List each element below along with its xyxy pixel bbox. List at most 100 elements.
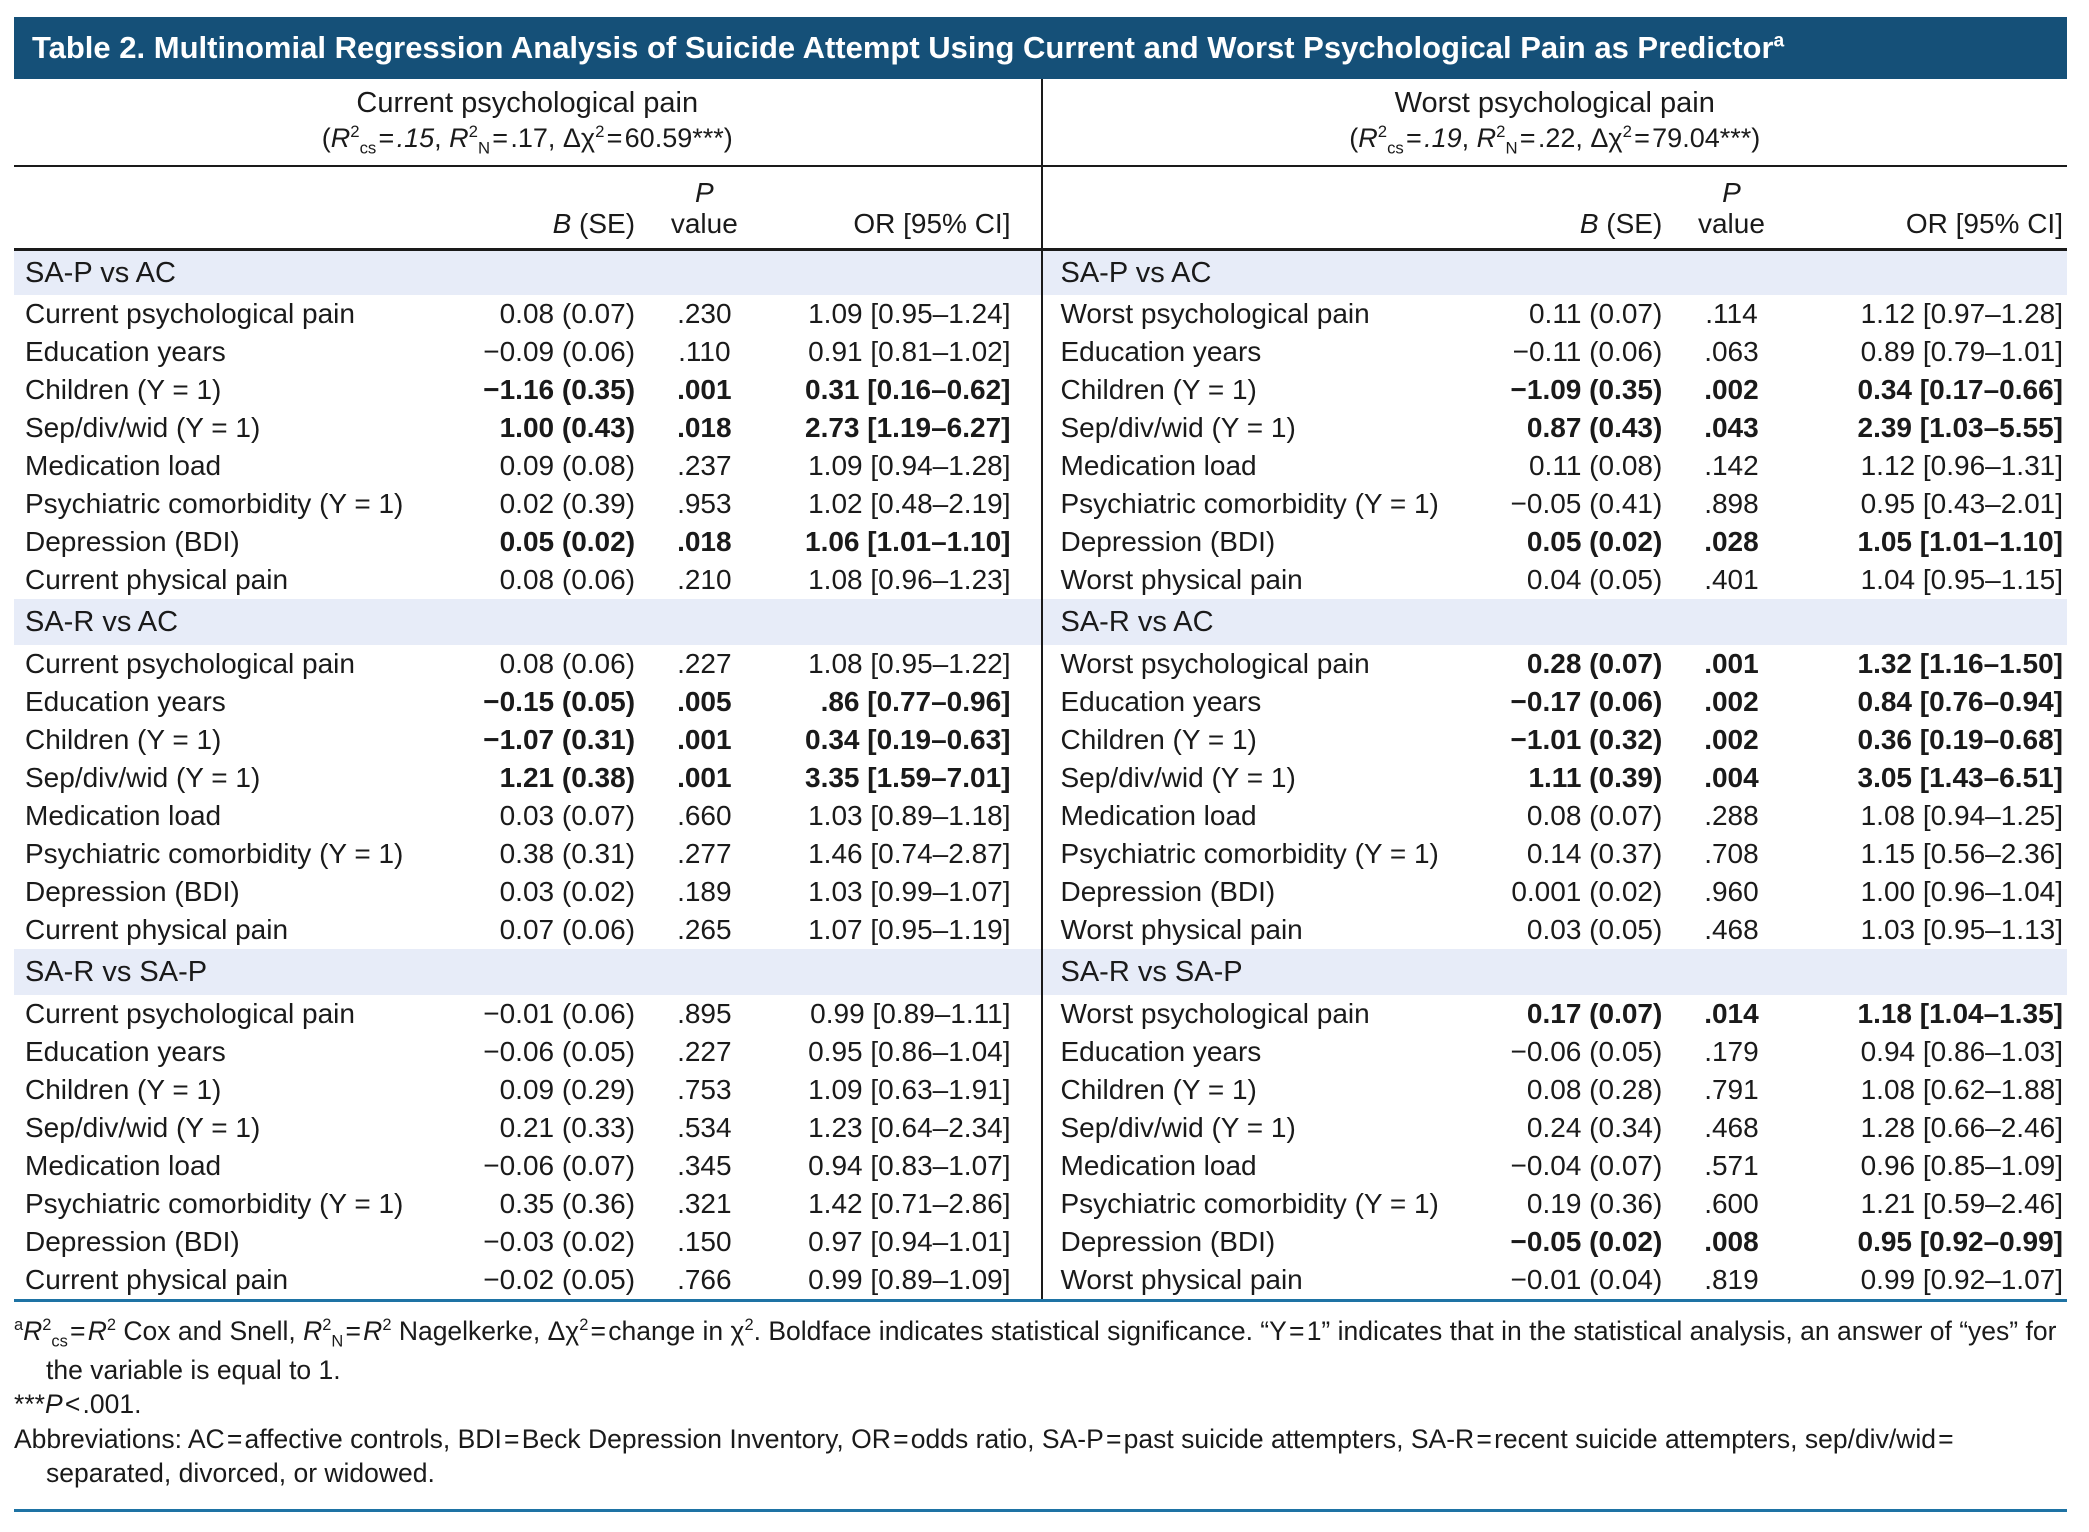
b-se-cell: −0.15 (0.05) — [483, 686, 636, 718]
table-row: Psychiatric comorbidity (Y = 1) −0.05 (0.… — [1043, 485, 2068, 523]
row-label: Children (Y = 1) — [1060, 374, 1257, 406]
section-header-row: SA-R vs SA-P — [1042, 949, 2067, 996]
or-ci-cell: 1.04 [0.95–1.15] — [1860, 564, 2063, 596]
table-row: Education years −0.06 (0.05) .179 0.94 [0.8… — [1043, 1033, 2068, 1071]
table-row: Depression (BDI) 0.05 (0.02) .028 1.05 [1.0… — [1043, 523, 2068, 561]
b-se-cell: −0.01 (0.04) — [1510, 1264, 1663, 1296]
table-row: Education years −0.17 (0.06) .002 0.84 [0.7… — [1043, 683, 2068, 721]
b-se-cell: −0.06 (0.07) — [483, 1150, 636, 1182]
table-row: Current physical pain −0.02 (0.05) .766 0.9… — [14, 1261, 1041, 1299]
table-row: Worst physical pain 0.04 (0.05) .401 1.04 [… — [1043, 561, 2068, 599]
table-row: Sep/div/wid (Y = 1) 1.11 (0.39) .004 3.05 [… — [1043, 759, 2068, 797]
panel-fit-statistics: (R2cs = .15, R2N = .17, Δχ2 = 60.59***) — [321, 121, 733, 158]
or-ci-cell: .86 [0.77–0.96] — [820, 686, 1011, 718]
or-ci-cell: 1.02 [0.48–2.19] — [808, 488, 1011, 520]
b-se-cell: −0.11 (0.06) — [1512, 336, 1663, 368]
or-ci-cell: 0.94 [0.83–1.07] — [808, 1150, 1011, 1182]
or-ci-cell: 1.03 [0.99–1.07] — [808, 876, 1011, 908]
table-row: Worst physical pain 0.03 (0.05) .468 1.03 [… — [1043, 911, 2068, 949]
row-label: Children (Y = 1) — [1060, 1074, 1257, 1106]
table-row: Education years −0.09 (0.06) .110 0.91 [0.8… — [14, 333, 1041, 371]
or-ci-cell: 1.15 [0.56–2.36] — [1860, 838, 2063, 870]
row-label: Psychiatric comorbidity (Y = 1) — [1060, 838, 1439, 870]
b-se-cell: −0.05 (0.02) — [1510, 1226, 1663, 1258]
b-se-cell: 0.09 (0.29) — [499, 1074, 636, 1106]
panel-spanner: Worst psychological pain (R2cs = .19, R2N… — [1042, 79, 2067, 168]
or-ci-cell: 3.05 [1.43–6.51] — [1857, 762, 2064, 794]
p-value-cell: .001 — [677, 762, 732, 794]
row-label: Sep/div/wid (Y = 1) — [25, 1112, 261, 1144]
section-label: SA-R vs SA-P — [1042, 949, 2067, 996]
table-row: Depression (BDI) −0.05 (0.02) .008 0.95 [0.… — [1043, 1223, 2068, 1261]
row-label: Worst physical pain — [1060, 1264, 1303, 1296]
row-label: Sep/div/wid (Y = 1) — [1060, 412, 1296, 444]
section-header-row: SA-R vs SA-P — [14, 949, 1041, 996]
table-row: Current psychological pain 0.08 (0.06) .22… — [14, 645, 1041, 683]
or-ci-cell: 1.12 [0.97–1.28] — [1860, 298, 2063, 330]
b-se-cell: −1.01 (0.32) — [1510, 724, 1663, 756]
b-se-cell: 0.14 (0.37) — [1526, 838, 1663, 870]
p-value-cell: .277 — [677, 838, 732, 870]
table-title: Table 2. Multinomial Regression Analysis… — [32, 30, 1774, 65]
b-se-cell: −0.09 (0.06) — [483, 336, 636, 368]
regression-table: Current psychological pain (R2cs = .15, R… — [14, 78, 2068, 1303]
or-ci-cell: 1.00 [0.96–1.04] — [1860, 876, 2063, 908]
p-value-cell: .014 — [1704, 998, 1759, 1030]
b-se-cell: 0.03 (0.07) — [499, 800, 636, 832]
row-label: Education years — [1060, 686, 1262, 718]
p-value-cell: .002 — [1704, 374, 1759, 406]
footnote: ***P < .001. — [14, 1389, 142, 1420]
or-ci-cell: 1.08 [0.94–1.25] — [1860, 800, 2063, 832]
or-ci-cell: 1.18 [1.04–1.35] — [1857, 998, 2064, 1030]
row-label: Worst psychological pain — [1060, 998, 1370, 1030]
b-se-cell: 0.87 (0.43) — [1526, 412, 1663, 444]
table-title-bar: Table 2. Multinomial Regression Analysis… — [14, 17, 2067, 79]
row-label: Current psychological pain — [25, 998, 355, 1030]
or-ci-column-header: OR [95% CI] — [773, 167, 1041, 251]
b-se-cell: 0.24 (0.34) — [1526, 1112, 1663, 1144]
b-se-cell: 0.08 (0.28) — [1526, 1074, 1663, 1106]
row-label: Medication load — [1060, 450, 1257, 482]
p-value-cell: .753 — [677, 1074, 732, 1106]
table-row: Medication load 0.08 (0.07) .288 1.08 [0.94… — [1043, 797, 2068, 835]
p-value-cell: .210 — [677, 564, 732, 596]
table-row: Worst psychological pain 0.28 (0.07) .001 1… — [1043, 645, 2068, 683]
b-se-cell: 0.05 (0.02) — [499, 526, 636, 558]
or-ci-cell: 0.95 [0.86–1.04] — [808, 1036, 1011, 1068]
row-label: Psychiatric comorbidity (Y = 1) — [1060, 1188, 1439, 1220]
predictor-column-header — [1042, 167, 1453, 251]
table-title-superscript: a — [1773, 30, 1785, 52]
or-ci-cell: 1.09 [0.94–1.28] — [808, 450, 1011, 482]
b-se-cell: −0.17 (0.06) — [1510, 686, 1663, 718]
row-label: Medication load — [25, 800, 222, 832]
p-value-cell: .819 — [1704, 1264, 1759, 1296]
p-value-cell: .179 — [1704, 1036, 1759, 1068]
or-ci-cell: 1.09 [0.95–1.24] — [808, 298, 1011, 330]
table-row: Education years −0.06 (0.05) .227 0.95 [0.8… — [14, 1033, 1041, 1071]
table-row: Sep/div/wid (Y = 1) 0.21 (0.33) .534 1.23 [… — [14, 1109, 1041, 1147]
b-se-cell: 0.001 (0.02) — [1511, 876, 1663, 908]
row-label: Medication load — [25, 450, 222, 482]
p-value-cell: .534 — [677, 1112, 732, 1144]
or-ci-cell: 0.89 [0.79–1.01] — [1860, 336, 2063, 368]
or-ci-cell: 1.21 [0.59–2.46] — [1860, 1188, 2063, 1220]
p-value-cell: .114 — [1705, 298, 1758, 330]
row-label: Sep/div/wid (Y = 1) — [1060, 762, 1296, 794]
row-label: Children (Y = 1) — [25, 724, 222, 756]
table-row: Depression (BDI) 0.03 (0.02) .189 1.03 [0.9… — [14, 873, 1041, 911]
or-ci-cell: 1.07 [0.95–1.19] — [808, 914, 1011, 946]
row-label: Depression (BDI) — [1060, 526, 1276, 558]
or-ci-cell: 0.95 [0.43–2.01] — [1860, 488, 2063, 520]
or-ci-cell: 0.99 [0.89–1.11] — [810, 998, 1011, 1030]
p-value-cell: .571 — [1704, 1150, 1759, 1182]
or-ci-cell: 0.31 [0.16–0.62] — [805, 374, 1011, 406]
section-label: SA-P vs AC — [14, 249, 1041, 296]
b-se-cell: 0.03 (0.05) — [1526, 914, 1663, 946]
p-value-cell: .708 — [1704, 838, 1759, 870]
section-label: SA-R vs AC — [14, 599, 1041, 646]
row-label: Current psychological pain — [25, 648, 355, 680]
p-value-cell: .898 — [1704, 488, 1759, 520]
row-label: Psychiatric comorbidity (Y = 1) — [25, 1188, 404, 1220]
